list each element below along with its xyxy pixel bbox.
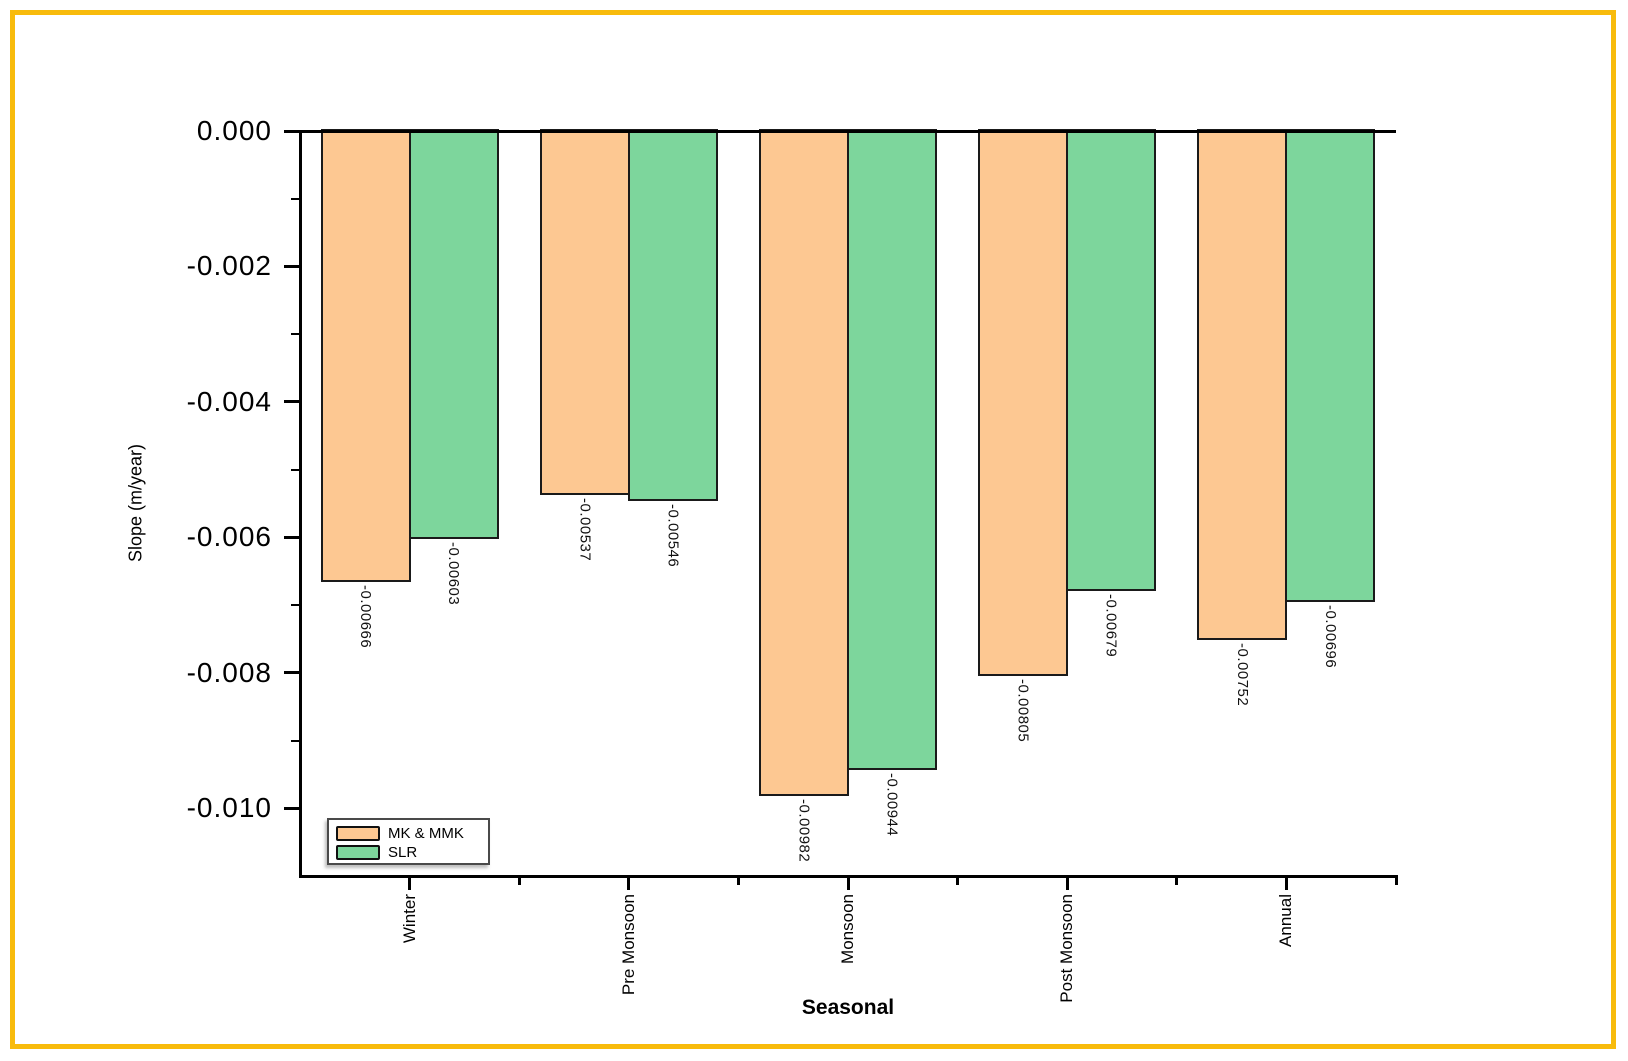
- y-tick-label: -0.002: [186, 250, 272, 282]
- y-tick-minor: [291, 197, 300, 200]
- y-tick-major: [284, 129, 300, 133]
- x-tick-label-monsoon: Monsoon: [838, 894, 857, 964]
- y-tick-major: [284, 264, 300, 268]
- x-tick-label-pre-monsoon: Pre Monsoon: [618, 894, 638, 996]
- legend-label-slr: SLR: [388, 844, 418, 861]
- bar-slr-annual: [1285, 129, 1376, 603]
- y-tick-major: [284, 535, 300, 539]
- zero-line: [284, 129, 1396, 133]
- bar-value-label: -0.00537: [576, 497, 594, 561]
- legend-item-slr: SLR: [336, 843, 488, 862]
- x-tick-label-annual: Annual: [1276, 894, 1296, 947]
- bar-value-label: -0.00666: [357, 585, 375, 649]
- legend: MK & MMK SLR: [327, 818, 490, 865]
- x-tick-major: [408, 876, 412, 890]
- bar-value-label: -0.00679: [1102, 593, 1120, 658]
- bar-mk-mmk-pre-monsoon: [539, 129, 630, 495]
- bar-slr-monsoon: [847, 129, 937, 771]
- y-tick-major: [284, 400, 300, 404]
- x-tick-major: [1065, 876, 1069, 890]
- x-tick-minor: [1175, 876, 1179, 885]
- bar-value-label: -0.00805: [1014, 679, 1032, 743]
- x-tick-minor: [1394, 876, 1398, 885]
- x-tick-label-winter: Winter: [399, 894, 419, 944]
- legend-item-mk-mmk: MK & MMK: [336, 824, 488, 843]
- x-tick-minor: [956, 876, 960, 885]
- x-tick-minor: [517, 876, 521, 885]
- y-tick-major: [284, 671, 300, 675]
- y-tick-label: 0.000: [196, 115, 272, 146]
- bar-value-label: -0.00603: [445, 542, 463, 606]
- y-tick-label: -0.008: [186, 656, 272, 688]
- y-tick-label: -0.004: [186, 385, 272, 417]
- y-tick-label: -0.006: [186, 521, 272, 553]
- legend-swatch-mk-mmk: [336, 826, 380, 841]
- x-axis-title: Seasonal: [801, 996, 895, 1019]
- bar-value-label: -0.00696: [1321, 605, 1339, 669]
- legend-label-mk-mmk: MK & MMK: [388, 825, 464, 842]
- bar-mk-mmk-monsoon: [759, 129, 849, 797]
- x-tick-major: [1284, 876, 1288, 890]
- bar-value-label: -0.00752: [1233, 643, 1251, 707]
- bar-mk-mmk-post-monsoon: [978, 129, 1069, 677]
- y-tick-major: [284, 806, 300, 810]
- y-tick-label: -0.010: [186, 792, 272, 824]
- y-axis-line: [298, 129, 302, 878]
- bar-value-label: -0.00944: [883, 773, 901, 837]
- y-tick-minor: [291, 468, 300, 471]
- y-tick-minor: [291, 739, 300, 742]
- x-tick-minor: [736, 876, 740, 885]
- x-tick-major: [627, 876, 631, 890]
- bar-slr-post-monsoon: [1066, 129, 1157, 591]
- y-tick-minor: [291, 333, 300, 336]
- x-tick-major: [846, 876, 850, 890]
- legend-swatch-slr: [336, 845, 380, 860]
- bar-value-label: -0.00982: [795, 799, 813, 863]
- x-tick-label-post-monsoon: Post Monsoon: [1057, 894, 1077, 1003]
- bar-slr-pre-monsoon: [627, 129, 718, 501]
- y-tick-minor: [291, 604, 300, 607]
- bar-slr-winter: [408, 129, 499, 540]
- bar-mk-mmk-annual: [1197, 129, 1288, 641]
- bar-value-label: -0.00546: [664, 503, 682, 567]
- y-axis-title: Slope (m/year): [125, 443, 146, 563]
- bar-mk-mmk-winter: [320, 129, 411, 583]
